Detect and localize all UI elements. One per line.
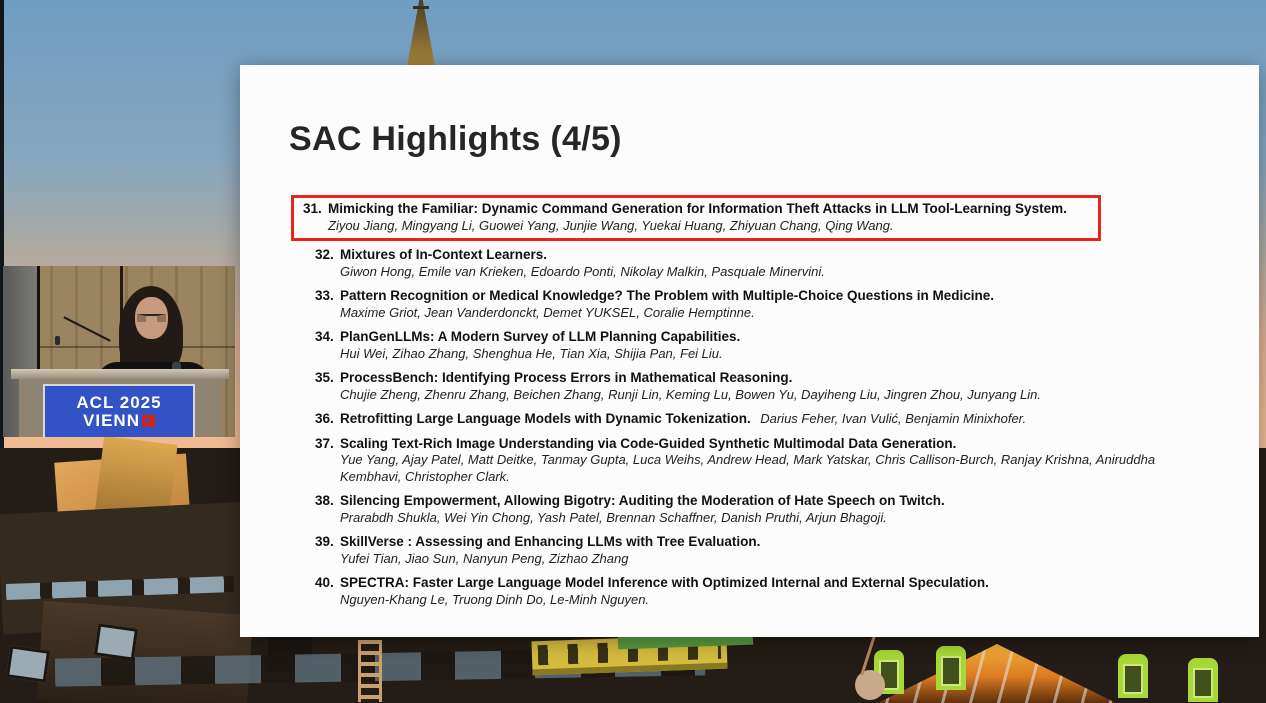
frame-edge-line	[0, 0, 4, 452]
microphone-icon	[63, 316, 111, 342]
spire-crossbar	[413, 6, 429, 9]
paper-title: Silencing Empowerment, Allowing Bigotry:…	[340, 493, 945, 508]
paper-number: 36.	[315, 411, 334, 426]
paper-body: Silencing Empowerment, Allowing Bigotry:…	[340, 493, 1188, 526]
paper-body: SkillVerse : Assessing and Enhancing LLM…	[340, 534, 1188, 567]
paper-number: 35.	[315, 370, 334, 385]
paper-authors: Maxime Griot, Jean Vanderdonckt, Demet Y…	[340, 304, 755, 320]
paper-item-39: 39. SkillVerse : Assessing and Enhancing…	[303, 534, 1188, 567]
presentation-slide: SAC Highlights (4/5) 31. Mimicking the F…	[240, 65, 1259, 637]
paper-number: 38.	[315, 493, 334, 508]
sign-text-vienn: VIENN	[83, 410, 140, 430]
paper-body: ProcessBench: Identifying Process Errors…	[340, 370, 1188, 403]
skylight-window	[5, 645, 51, 683]
skylight-window	[93, 623, 139, 661]
paper-item-35: 35. ProcessBench: Identifying Process Er…	[303, 370, 1188, 403]
green-dormer	[1118, 654, 1148, 698]
round-rooftop-object	[855, 670, 885, 700]
acl-2025-vienna-sign: ACL 2025 VIENN	[43, 384, 195, 437]
paper-body: Retrofitting Large Language Models with …	[340, 411, 1188, 428]
paper-body: Scaling Text-Rich Image Understanding vi…	[340, 436, 1188, 486]
paper-title: Mixtures of In-Context Learners.	[340, 247, 548, 262]
paper-body: SPECTRA: Faster Large Language Model Inf…	[340, 575, 1188, 608]
paper-number: 33.	[315, 288, 334, 303]
paper-title: SPECTRA: Faster Large Language Model Inf…	[340, 575, 989, 590]
podium-top	[11, 369, 229, 379]
paper-body: Pattern Recognition or Medical Knowledge…	[340, 288, 1188, 321]
sign-text-acl-2025: ACL 2025	[76, 392, 162, 412]
paper-authors: Prarabdh Shukla, Wei Yin Chong, Yash Pat…	[340, 509, 887, 525]
paper-item-38: 38. Silencing Empowerment, Allowing Bigo…	[303, 493, 1188, 526]
paper-item-32: 32. Mixtures of In-Context Learners. Giw…	[303, 247, 1188, 280]
paper-number: 37.	[315, 435, 334, 451]
paper-authors: Yufei Tian, Jiao Sun, Nanyun Peng, Zizha…	[340, 550, 629, 566]
paper-item-40: 40. SPECTRA: Faster Large Language Model…	[303, 575, 1188, 608]
paper-item-33: 33. Pattern Recognition or Medical Knowl…	[303, 288, 1188, 321]
paper-number: 34.	[315, 329, 334, 344]
paper-authors: Yue Yang, Ajay Patel, Matt Deitke, Tanma…	[340, 452, 1156, 484]
paper-number: 40.	[315, 575, 334, 590]
paper-title: Pattern Recognition or Medical Knowledge…	[340, 288, 995, 303]
glass-roof-frame	[876, 644, 1118, 703]
green-dormer	[936, 646, 966, 690]
paper-authors: Darius Feher, Ivan Vulić, Benjamin Minix…	[760, 411, 1027, 426]
paper-title: Retrofitting Large Language Models with …	[340, 411, 751, 426]
vienna-red-square-logo-icon	[141, 414, 155, 427]
paper-authors: Hui Wei, Zihao Zhang, Shenghua He, Tian …	[340, 345, 723, 361]
paper-title: Mimicking the Familiar: Dynamic Command …	[328, 201, 1067, 216]
paper-body: Mimicking the Familiar: Dynamic Command …	[328, 201, 1092, 234]
paper-item-34: 34. PlanGenLLMs: A Modern Survey of LLM …	[303, 329, 1188, 362]
paper-item-31-highlighted: 31. Mimicking the Familiar: Dynamic Comm…	[291, 195, 1101, 241]
green-dormer	[1188, 658, 1218, 702]
paper-number: 32.	[315, 247, 334, 262]
paper-title: Scaling Text-Rich Image Understanding vi…	[340, 435, 957, 451]
paper-authors: Giwon Hong, Emile van Krieken, Edoardo P…	[340, 263, 825, 279]
paper-number: 31.	[303, 201, 322, 216]
speaker-video-inset: ACL 2025 VIENN	[3, 266, 235, 437]
paper-body: PlanGenLLMs: A Modern Survey of LLM Plan…	[340, 329, 1188, 362]
sign-text-vienna: VIENN	[83, 410, 155, 430]
microphone-tip	[55, 336, 60, 345]
dormer-window	[1193, 668, 1213, 698]
paper-item-36: 36. Retrofitting Large Language Models w…	[303, 411, 1188, 428]
slide-title: SAC Highlights (4/5)	[289, 120, 622, 158]
roof-ladder	[358, 640, 382, 702]
speaker-glasses	[137, 314, 166, 322]
paper-item-37: 37. Scaling Text-Rich Image Understandin…	[303, 436, 1188, 486]
paper-body: Mixtures of In-Context Learners. Giwon H…	[340, 247, 1188, 280]
paper-number: 39.	[315, 534, 334, 549]
paper-title: PlanGenLLMs: A Modern Survey of LLM Plan…	[340, 329, 741, 344]
speaker-face	[135, 297, 168, 339]
paper-title: SkillVerse : Assessing and Enhancing LLM…	[340, 534, 761, 549]
roof-slope	[36, 600, 254, 703]
paper-authors: Chujie Zheng, Zhenru Zhang, Beichen Zhan…	[340, 386, 1041, 402]
paper-title: ProcessBench: Identifying Process Errors…	[340, 370, 793, 385]
paper-list: 31. Mimicking the Familiar: Dynamic Comm…	[291, 195, 1188, 616]
dormer-window	[1123, 664, 1143, 694]
dormer-window	[941, 656, 961, 686]
paper-authors: Ziyou Jiang, Mingyang Li, Guowei Yang, J…	[328, 217, 894, 233]
paper-authors: Nguyen-Khang Le, Truong Dinh Do, Le-Minh…	[340, 591, 650, 607]
